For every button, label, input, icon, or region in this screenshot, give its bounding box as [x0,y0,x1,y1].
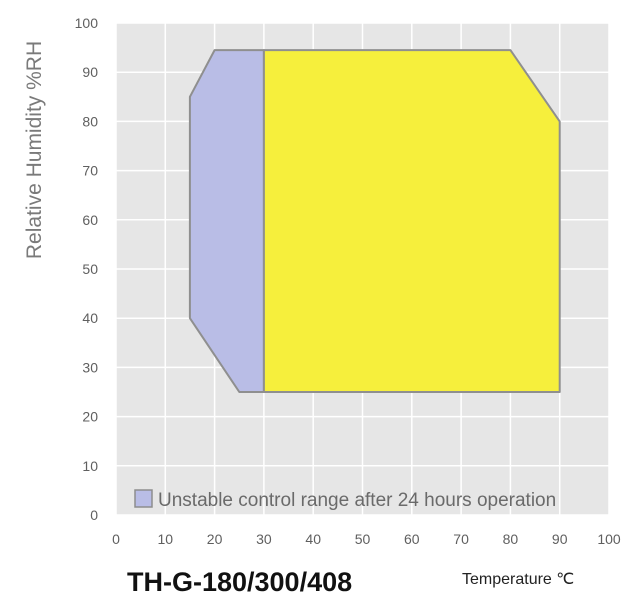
x-tick-label-8: 80 [503,531,519,547]
stable-range-area [262,49,561,393]
legend-swatch [134,489,153,508]
x-axis-label: Temperature ℃ [462,571,574,588]
chart-title: TH-G-180/300/408 [127,567,352,597]
y-tick-label-1: 10 [82,458,98,474]
x-tick-label-2: 20 [207,531,223,547]
y-tick-label-5: 50 [82,261,98,277]
y-tick-labels: 0 10 20 30 40 50 60 70 80 90 100 [75,15,99,523]
x-tick-label-10: 100 [597,531,621,547]
y-tick-label-2: 20 [82,409,98,425]
x-tick-label-5: 50 [355,531,371,547]
y-tick-label-0: 0 [90,507,98,523]
y-tick-label-9: 90 [82,64,98,80]
x-tick-label-6: 60 [404,531,420,547]
legend: Unstable control range after 24 hours op… [134,489,556,511]
y-tick-label-8: 80 [82,113,98,129]
x-tick-label-1: 10 [158,531,174,547]
x-tick-labels: 0 10 20 30 40 50 60 70 80 90 100 [112,531,621,547]
unstable-range-area [188,49,265,393]
legend-label: Unstable control range after 24 hours op… [158,490,556,511]
y-tick-label-7: 70 [82,163,98,179]
y-tick-label-6: 60 [82,212,98,228]
x-tick-label-3: 30 [256,531,272,547]
areas [188,49,561,393]
x-tick-label-4: 40 [305,531,321,547]
y-tick-label-3: 30 [82,359,98,375]
x-tick-label-0: 0 [112,531,120,547]
x-tick-label-7: 70 [453,531,469,547]
y-axis-label: Relative Humidity %RH [23,41,46,259]
y-tick-label-10: 100 [75,15,99,31]
y-tick-label-4: 40 [82,310,98,326]
x-tick-label-9: 90 [552,531,568,547]
